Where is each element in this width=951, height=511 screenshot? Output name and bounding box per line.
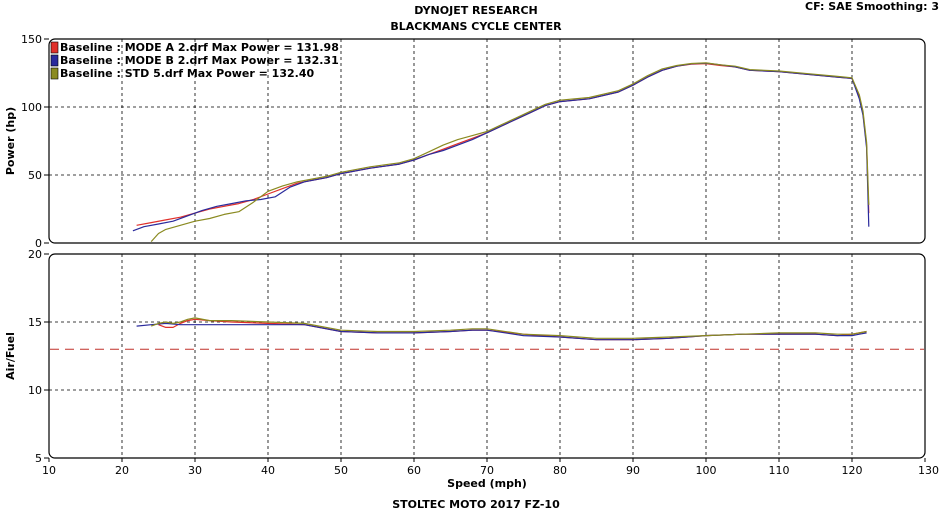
title-line-1: DYNOJET RESEARCH — [414, 4, 537, 17]
x-tick-labels: 10 20 30 40 50 60 70 80 90 100 110 120 130 — [42, 458, 939, 477]
x-tick-label: 90 — [626, 464, 640, 477]
x-axis-label: Speed (mph) — [447, 477, 527, 490]
airfuel-y-tick-label: 20 — [28, 248, 42, 261]
legend-label-3: Baseline : STD 5.drf Max Power = 132.40 — [60, 67, 314, 80]
power-y-tick-label: 50 — [28, 169, 42, 182]
airfuel-y-tick-label: 15 — [28, 316, 42, 329]
airfuel-grid — [49, 254, 925, 458]
power-legend: Baseline : MODE A 2.drf Max Power = 131.… — [50, 41, 339, 80]
power-y-ticks: 0 50 100 150 — [21, 33, 49, 250]
x-tick-label: 120 — [842, 464, 863, 477]
x-tick-label: 40 — [261, 464, 275, 477]
airfuel-y-ticks: 5 10 15 20 — [28, 248, 49, 465]
settings-label: CF: SAE Smoothing: 3 — [805, 0, 939, 13]
x-tick-label: 100 — [696, 464, 717, 477]
power-series-line-2 — [132, 62, 870, 232]
x-tick-label: 60 — [407, 464, 421, 477]
power-y-axis-label: Power (hp) — [4, 107, 17, 175]
airfuel-y-axis-label: Air/Fuel — [4, 332, 17, 380]
airfuel-series-line-3 — [150, 317, 867, 339]
footer-caption: STOLTEC MOTO 2017 FZ-10 — [392, 498, 560, 511]
x-tick-label: 130 — [918, 464, 939, 477]
x-tick-label: 80 — [553, 464, 567, 477]
power-y-tick-label: 150 — [21, 33, 42, 46]
airfuel-series-group — [136, 317, 867, 341]
x-tick-label: 110 — [769, 464, 790, 477]
legend-swatch-1 — [50, 41, 59, 54]
power-y-tick-label: 0 — [35, 237, 42, 250]
legend-label-2: Baseline : MODE B 2.drf Max Power = 132.… — [60, 54, 339, 67]
x-tick-label: 20 — [115, 464, 129, 477]
airfuel-series-line-2 — [136, 322, 867, 341]
airfuel-y-tick-label: 10 — [28, 384, 42, 397]
power-y-tick-label: 100 — [21, 101, 42, 114]
power-panel: 0 50 100 150 Baseline : MODE A 2.drf Max Po… — [4, 33, 926, 250]
legend-swatch-3 — [50, 67, 59, 80]
title-line-2: BLACKMANS CYCLE CENTER — [390, 20, 562, 33]
x-tick-label: 10 — [42, 464, 56, 477]
x-tick-label: 70 — [480, 464, 494, 477]
x-tick-label: 50 — [334, 464, 348, 477]
legend-label-1: Baseline : MODE A 2.drf Max Power = 131.… — [60, 41, 339, 54]
power-series-line-3 — [150, 62, 870, 243]
power-grid — [49, 39, 925, 243]
airfuel-y-tick-label: 5 — [35, 452, 42, 465]
legend-swatch-2 — [50, 54, 59, 67]
x-tick-label: 30 — [188, 464, 202, 477]
airfuel-panel: 5 10 15 20 Air/Fuel — [4, 248, 926, 465]
power-series-group — [132, 62, 870, 243]
